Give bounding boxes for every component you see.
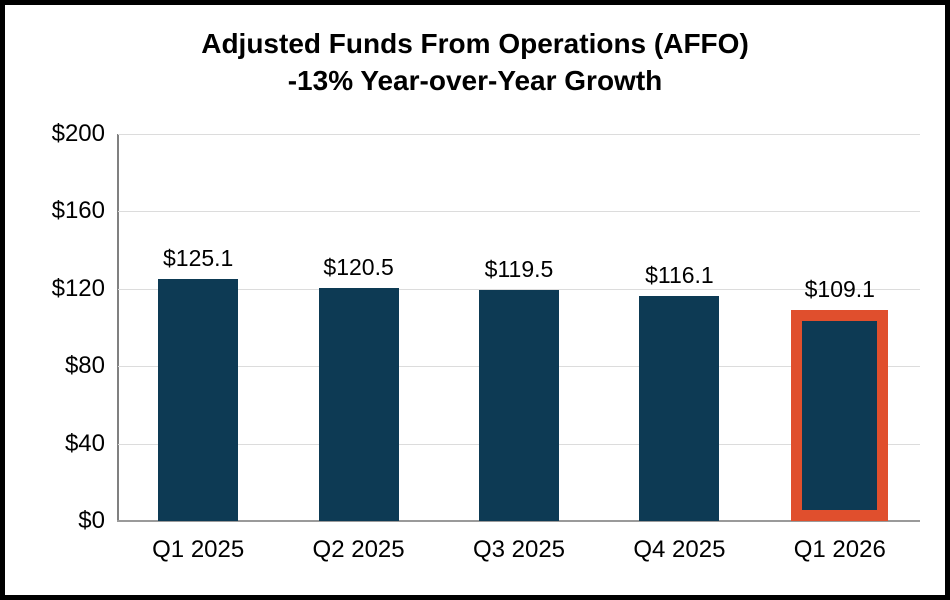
x-axis-tick-label-q1-2025: Q1 2025 <box>152 536 245 563</box>
plot-area: $125.1 $120.5 $119.5 $116.1 $109.1 <box>117 134 920 522</box>
bar-value-label-q3-2025: $119.5 <box>484 255 554 282</box>
chart-title: Adjusted Funds From Operations (AFFO) <box>201 28 749 59</box>
chart-subtitle: -13% Year-over-Year Growth <box>287 65 663 96</box>
bar-q1-2026-highlighted <box>791 309 889 521</box>
chart-title-block: Adjusted Funds From Operations (AFFO) -1… <box>5 25 945 99</box>
y-axis-tick-label: $160 <box>51 197 105 225</box>
x-axis-line <box>117 520 920 522</box>
gridline <box>118 288 920 290</box>
gridline <box>118 134 920 135</box>
bar-value-label-q4-2025: $116.1 <box>645 262 714 289</box>
y-axis-tick-label: $0 <box>78 507 105 534</box>
y-axis-tick-label: $80 <box>64 352 105 380</box>
y-axis-tick-label: $120 <box>51 274 105 302</box>
y-axis-line <box>117 134 119 521</box>
bar-value-label-q2-2025: $120.5 <box>323 253 394 280</box>
bar-value-label-q1-2025: $125.1 <box>163 244 234 271</box>
x-axis-tick-label-q3-2025: Q3 2025 <box>472 536 566 563</box>
bar-q2-2025 <box>318 287 399 521</box>
x-axis-tick-label-q2-2025: Q2 2025 <box>312 536 405 563</box>
x-axis-tick-label-q1-2026: Q1 2026 <box>793 536 886 563</box>
bar-q4-2025 <box>639 296 720 521</box>
bar-q3-2025 <box>479 289 559 521</box>
x-axis-tick-label-q4-2025: Q4 2025 <box>633 536 726 563</box>
y-axis-tick-label: $40 <box>64 429 105 457</box>
y-axis-tick-label: $200 <box>51 120 105 147</box>
gridline <box>118 211 920 213</box>
bar-q1-2025 <box>158 278 239 521</box>
bar-value-label-q1-2026: $109.1 <box>804 275 875 302</box>
